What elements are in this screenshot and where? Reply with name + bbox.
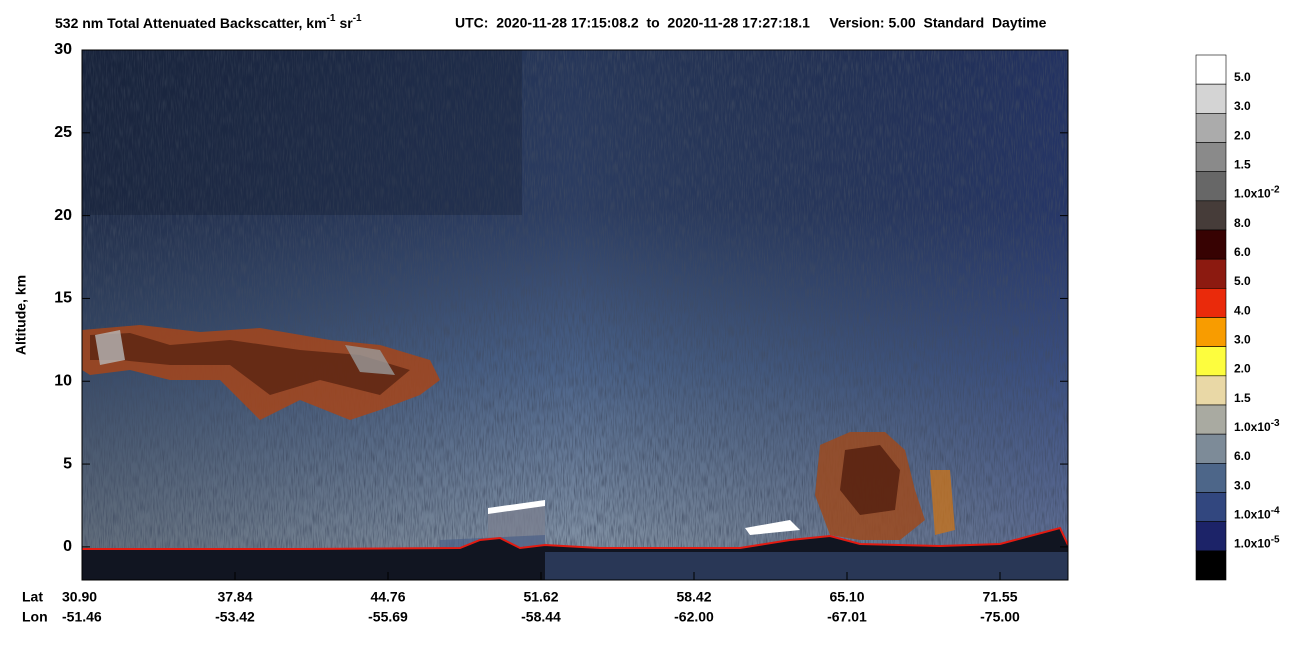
y-tick-label: 0: [63, 538, 72, 555]
colorbar-label: 6.0: [1234, 449, 1251, 463]
lat-label: 44.76: [370, 589, 405, 605]
title-text: 532 nm Total Attenuated Backscatter, km: [55, 15, 327, 31]
lat-label: 37.84: [217, 589, 252, 605]
colorbar-label-text: 8.0: [1234, 216, 1251, 230]
colorbar-label: 6.0: [1234, 245, 1251, 259]
colorbar-swatch: [1195, 346, 1227, 377]
colorbar-label: 1.0x10-3: [1234, 418, 1280, 435]
colorbar-label-text: 6.0: [1234, 449, 1251, 463]
colorbar-swatch: [1195, 463, 1227, 493]
chart-subtitle: UTC: 2020-11-28 17:15:08.2 to 2020-11-28…: [455, 15, 1047, 31]
lon-label: -55.69: [368, 609, 408, 625]
lon-label: -75.00: [980, 609, 1020, 625]
colorbar-swatch: [1195, 317, 1227, 347]
colorbar-label: 3.0: [1234, 333, 1251, 347]
x-row-label: Lat: [22, 589, 43, 605]
colorbar-swatch: [1195, 492, 1227, 522]
colorbar-label-text: 3.0: [1234, 333, 1251, 347]
lat-label: 71.55: [982, 589, 1017, 605]
backscatter-image: [82, 50, 1068, 580]
colorbar-swatch: [1195, 171, 1227, 202]
lon-label: -62.00: [674, 609, 714, 625]
colorbar-label-text: 2.0: [1234, 129, 1251, 143]
colorbar-label-text: 1.0x10: [1234, 420, 1271, 434]
lon-label: -67.01: [827, 609, 867, 625]
y-tick-label: 5: [63, 455, 72, 472]
colorbar-swatch: [1195, 258, 1227, 289]
colorbar-label-exp: -4: [1271, 505, 1280, 516]
colorbar-label-text: 5.0: [1234, 274, 1251, 288]
y-axis-label: Altitude, km: [13, 275, 29, 355]
colorbar-label-text: 1.0x10: [1234, 508, 1271, 522]
lat-label: 30.90: [62, 589, 97, 605]
lat-label: 51.62: [523, 589, 558, 605]
colorbar-label: 1.5: [1234, 391, 1251, 405]
colorbar-swatch: [1195, 83, 1227, 114]
title-unit: sr: [339, 15, 353, 31]
colorbar-label-text: 4.0: [1234, 304, 1251, 318]
colorbar-label: 5.0: [1234, 274, 1251, 288]
colorbar-label: 5.0: [1234, 70, 1251, 84]
y-tick-label: 15: [54, 290, 72, 307]
colorbar-label-exp: -2: [1271, 184, 1280, 195]
colorbar-label-text: 3.0: [1234, 99, 1251, 113]
colorbar-swatch: [1195, 288, 1227, 318]
title-exp: -1: [353, 13, 362, 24]
title-exp: -1: [327, 13, 336, 24]
chart-title: 532 nm Total Attenuated Backscatter, km-…: [55, 13, 362, 31]
colorbar-label-exp: -5: [1271, 534, 1280, 545]
colorbar-label: 1.0x10-2: [1234, 184, 1280, 201]
colorbar-label: 3.0: [1234, 99, 1251, 113]
colorbar-label: 1.0x10-4: [1234, 505, 1280, 522]
colorbar-label-text: 1.5: [1234, 158, 1251, 172]
colorbar-label: 8.0: [1234, 216, 1251, 230]
colorbar-label-text: 3.0: [1234, 479, 1251, 493]
colorbar-swatch: [1195, 200, 1227, 231]
colorbar-label: 2.0: [1234, 129, 1251, 143]
colorbar-swatch: [1195, 404, 1227, 435]
y-tick-label: 30: [54, 41, 72, 58]
colorbar-label: 1.0x10-5: [1234, 534, 1280, 551]
colorbar-label: 2.0: [1234, 362, 1251, 376]
colorbar-swatch: [1195, 433, 1227, 464]
plot-frame: [81, 49, 1069, 581]
colorbar-swatch: [1195, 142, 1227, 172]
colorbar-swatch: [1195, 375, 1227, 406]
y-tick-label: 25: [54, 124, 72, 141]
colorbar-label-text: 1.5: [1234, 391, 1251, 405]
colorbar-swatch: [1195, 229, 1227, 260]
lat-label: 65.10: [829, 589, 864, 605]
lat-label: 58.42: [676, 589, 711, 605]
colorbar-swatch: [1195, 54, 1227, 85]
y-tick-label: 20: [54, 207, 72, 224]
colorbar-label-text: 2.0: [1234, 362, 1251, 376]
colorbar-label-exp: -3: [1271, 418, 1280, 429]
lon-label: -58.44: [521, 609, 561, 625]
colorbar-label: 1.5: [1234, 158, 1251, 172]
colorbar-label: 4.0: [1234, 304, 1251, 318]
colorbar-swatch: [1195, 521, 1227, 552]
colorbar-label: 3.0: [1234, 479, 1251, 493]
x-row-label: Lon: [22, 609, 48, 625]
colorbar-label-text: 5.0: [1234, 70, 1251, 84]
colorbar-label-text: 6.0: [1234, 245, 1251, 259]
colorbar-swatch: [1195, 113, 1227, 143]
colorbar-label-text: 1.0x10: [1234, 537, 1271, 551]
y-tick-label: 10: [54, 372, 72, 389]
lon-label: -51.46: [62, 609, 102, 625]
colorbar-swatch: [1195, 550, 1227, 581]
colorbar-label-text: 1.0x10: [1234, 187, 1271, 201]
lon-label: -53.42: [215, 609, 255, 625]
